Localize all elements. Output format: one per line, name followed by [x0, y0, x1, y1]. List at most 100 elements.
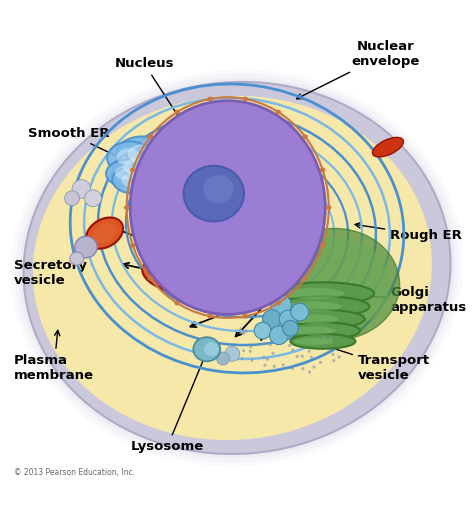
- Ellipse shape: [141, 152, 166, 170]
- Ellipse shape: [337, 355, 341, 359]
- Text: Rough ER: Rough ER: [355, 223, 462, 242]
- Ellipse shape: [270, 326, 288, 344]
- Ellipse shape: [19, 78, 455, 458]
- Ellipse shape: [329, 337, 333, 340]
- Ellipse shape: [302, 134, 308, 139]
- Ellipse shape: [75, 236, 97, 258]
- Ellipse shape: [225, 346, 240, 361]
- Text: Lysosome: Lysosome: [131, 356, 206, 453]
- Ellipse shape: [130, 168, 136, 172]
- Ellipse shape: [203, 175, 234, 203]
- Ellipse shape: [116, 137, 167, 172]
- Ellipse shape: [286, 322, 360, 339]
- Ellipse shape: [64, 191, 80, 206]
- Ellipse shape: [332, 359, 336, 362]
- Ellipse shape: [147, 134, 153, 139]
- Ellipse shape: [282, 325, 285, 328]
- Ellipse shape: [283, 321, 298, 336]
- Ellipse shape: [249, 345, 252, 348]
- Ellipse shape: [70, 252, 84, 265]
- Ellipse shape: [291, 303, 309, 321]
- Ellipse shape: [264, 323, 267, 326]
- Ellipse shape: [243, 314, 248, 319]
- Ellipse shape: [153, 158, 173, 173]
- Ellipse shape: [308, 370, 311, 373]
- Ellipse shape: [288, 344, 291, 347]
- Ellipse shape: [33, 96, 432, 440]
- Ellipse shape: [263, 310, 281, 328]
- Ellipse shape: [281, 310, 365, 328]
- Ellipse shape: [122, 156, 170, 189]
- Ellipse shape: [281, 319, 284, 322]
- Ellipse shape: [85, 190, 101, 207]
- Ellipse shape: [131, 165, 171, 195]
- Ellipse shape: [147, 276, 153, 281]
- Ellipse shape: [270, 229, 400, 340]
- Ellipse shape: [263, 364, 266, 367]
- Ellipse shape: [321, 340, 324, 343]
- Ellipse shape: [244, 329, 247, 332]
- Ellipse shape: [93, 223, 117, 243]
- Ellipse shape: [308, 350, 311, 353]
- Ellipse shape: [107, 141, 148, 172]
- Ellipse shape: [11, 70, 463, 466]
- Ellipse shape: [174, 110, 180, 114]
- Ellipse shape: [373, 137, 403, 157]
- Text: Transport
vesicle: Transport vesicle: [297, 336, 430, 382]
- Ellipse shape: [72, 180, 91, 198]
- Ellipse shape: [117, 148, 139, 165]
- Ellipse shape: [323, 335, 326, 338]
- Ellipse shape: [133, 164, 160, 182]
- Ellipse shape: [106, 160, 145, 186]
- Ellipse shape: [113, 151, 156, 180]
- Ellipse shape: [15, 74, 459, 462]
- Ellipse shape: [331, 353, 335, 356]
- Ellipse shape: [272, 282, 374, 305]
- Ellipse shape: [283, 288, 344, 299]
- Ellipse shape: [260, 343, 263, 346]
- Ellipse shape: [319, 361, 322, 364]
- Ellipse shape: [294, 338, 333, 345]
- Ellipse shape: [130, 243, 136, 247]
- Ellipse shape: [174, 301, 180, 305]
- Ellipse shape: [291, 348, 294, 352]
- Ellipse shape: [312, 365, 316, 369]
- Ellipse shape: [140, 172, 162, 188]
- Ellipse shape: [279, 310, 297, 328]
- Ellipse shape: [301, 355, 304, 358]
- Ellipse shape: [275, 110, 281, 114]
- Ellipse shape: [269, 343, 272, 346]
- Ellipse shape: [204, 342, 219, 356]
- Ellipse shape: [121, 173, 144, 188]
- Ellipse shape: [326, 205, 331, 210]
- Ellipse shape: [24, 82, 450, 454]
- Ellipse shape: [123, 157, 147, 174]
- Text: Nucleus: Nucleus: [114, 57, 202, 153]
- Ellipse shape: [242, 349, 245, 353]
- Ellipse shape: [208, 314, 213, 319]
- Ellipse shape: [239, 327, 242, 331]
- Ellipse shape: [279, 238, 390, 331]
- Ellipse shape: [265, 358, 269, 361]
- Ellipse shape: [327, 330, 330, 333]
- Ellipse shape: [282, 363, 285, 367]
- Ellipse shape: [280, 322, 283, 325]
- Ellipse shape: [276, 296, 369, 316]
- Ellipse shape: [241, 332, 245, 335]
- Ellipse shape: [275, 301, 281, 305]
- Ellipse shape: [271, 295, 292, 315]
- Ellipse shape: [291, 367, 294, 370]
- Ellipse shape: [254, 322, 271, 339]
- Ellipse shape: [276, 333, 280, 336]
- Ellipse shape: [286, 301, 341, 311]
- Ellipse shape: [272, 352, 275, 355]
- Ellipse shape: [240, 357, 244, 360]
- Ellipse shape: [320, 243, 326, 247]
- Ellipse shape: [248, 350, 252, 353]
- Ellipse shape: [115, 166, 136, 180]
- Ellipse shape: [128, 144, 156, 164]
- Ellipse shape: [142, 257, 206, 293]
- Ellipse shape: [310, 356, 313, 359]
- Ellipse shape: [289, 314, 339, 324]
- Ellipse shape: [301, 367, 304, 370]
